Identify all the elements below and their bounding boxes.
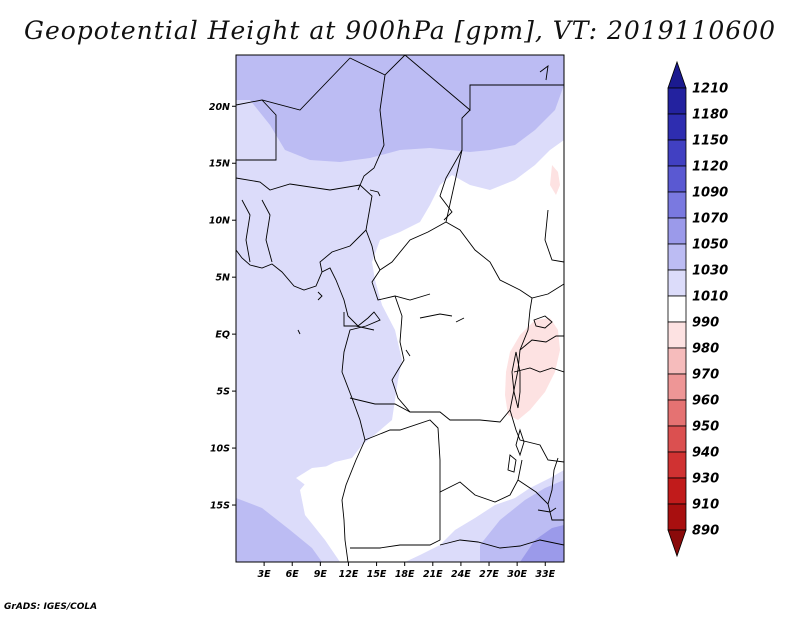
map-frame	[235, 54, 565, 563]
colorbar-label: 1210	[692, 82, 728, 97]
contour-1010-west-patch	[296, 466, 340, 490]
colorbar-label: 890	[692, 524, 719, 539]
map-title: Geopotential Height at 900hPa [gpm], VT:…	[23, 16, 777, 45]
colorbar-label: 940	[692, 446, 719, 461]
lon-tick-label: 33E	[535, 569, 555, 580]
colorbar-swatch	[667, 87, 687, 115]
colorbar-swatch	[667, 503, 687, 531]
colorbar-label: 950	[692, 420, 719, 435]
contour-1030-north	[236, 55, 564, 162]
height-field	[236, 55, 564, 562]
colorbar-label: 970	[692, 368, 719, 383]
colorbar-swatch	[667, 113, 687, 141]
coastline	[236, 249, 381, 562]
colorbar-swatch	[667, 477, 687, 505]
colorbar-swatch	[667, 451, 687, 479]
boundaries	[236, 55, 564, 562]
colorbar-label: 1180	[692, 108, 728, 123]
lat-tick-label: 15N	[209, 159, 230, 170]
credit-label: GrADS: IGES/COLA	[4, 602, 98, 612]
contour-990-east	[550, 165, 560, 195]
colorbar-swatch	[667, 269, 687, 297]
lon-tick-label: 6E	[286, 569, 300, 580]
latitude-axis: 20N 15N 10N 5N EQ 5S 10S 15S	[209, 102, 236, 512]
colorbar-swatch	[667, 191, 687, 219]
colorbar-bottom-triangle	[667, 529, 687, 558]
colorbar-swatch	[667, 347, 687, 375]
colorbar-label: 1030	[692, 264, 728, 279]
contour-1010-central	[300, 140, 564, 562]
lat-tick-label: 10S	[210, 444, 230, 455]
lon-tick-label: 12E	[339, 569, 359, 580]
lon-tick-label: 27E	[479, 569, 499, 580]
colorbar-swatch	[667, 165, 687, 193]
lat-tick-label: 20N	[209, 102, 230, 113]
lat-tick-label: EQ	[215, 330, 230, 341]
colorbar-swatch	[667, 321, 687, 349]
lon-tick-label: 18E	[395, 569, 415, 580]
colorbar-swatch	[667, 217, 687, 245]
colorbar-label: 1050	[692, 238, 728, 253]
colorbar-label: 1010	[692, 290, 728, 305]
colorbar-label: 1120	[692, 160, 728, 175]
colorbar-label: 910	[692, 498, 719, 513]
colorbar-label: 930	[692, 472, 719, 487]
colorbar-swatch	[667, 295, 687, 323]
lat-tick-label: 5S	[217, 387, 231, 398]
lat-tick-label: 10N	[209, 216, 230, 227]
colorbar-label: 1090	[692, 186, 728, 201]
lon-tick-label: 3E	[258, 569, 272, 580]
contour-1030-southwest	[236, 498, 322, 562]
lon-tick-label: 21E	[423, 569, 443, 580]
colorbar-swatch	[667, 139, 687, 167]
colorbar-swatch	[667, 399, 687, 427]
colorbar-swatch	[667, 425, 687, 453]
colorbar-label: 960	[692, 394, 719, 409]
longitude-axis: 3E 6E 9E 12E 15E 18E 21E 24E 27E 30E 33E	[258, 562, 556, 580]
colorbar-swatch	[667, 373, 687, 401]
colorbar-label: 1150	[692, 134, 728, 149]
colorbar-swatch	[667, 243, 687, 271]
colorbar-label: 990	[692, 316, 719, 331]
lon-tick-label: 15E	[367, 569, 387, 580]
contour-1050-southeast	[520, 525, 564, 562]
lon-tick-label: 9E	[314, 569, 328, 580]
colorbar: 1210 1180 1150 1120 1090 1070 1050 1030 1010 990 9…	[667, 60, 728, 558]
colorbar-label: 1070	[692, 212, 728, 227]
colorbar-label: 980	[692, 342, 719, 357]
lat-tick-label: 15S	[210, 501, 230, 512]
colorbar-top-triangle	[667, 60, 687, 89]
lat-tick-label: 5N	[215, 273, 230, 284]
lon-tick-label: 24E	[451, 569, 471, 580]
lon-tick-label: 30E	[507, 569, 527, 580]
